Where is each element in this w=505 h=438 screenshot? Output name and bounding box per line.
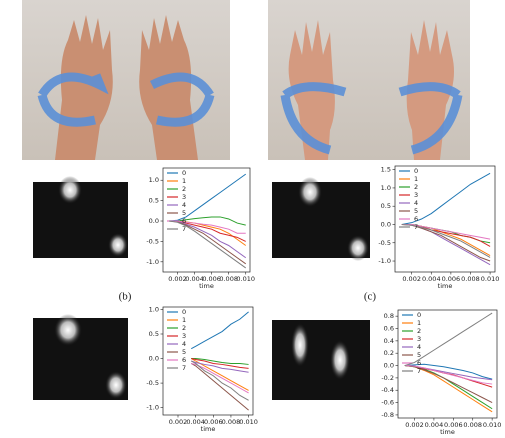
- x-tick-label: 0.002: [168, 275, 187, 283]
- legend-label: 2: [182, 324, 186, 332]
- x-tick-label: 0.010: [239, 418, 258, 426]
- legend-label: 4: [414, 199, 418, 207]
- legend-label: 4: [417, 343, 421, 351]
- legend-label: 0: [417, 311, 421, 319]
- series-line: [169, 221, 246, 264]
- legend-label: 4: [182, 340, 186, 348]
- y-tick-label: 1.0: [381, 184, 391, 192]
- x-tick-label: 0.010: [481, 275, 500, 283]
- y-tick-label: 1.0: [149, 305, 159, 313]
- y-tick-label: -0.4: [381, 386, 394, 394]
- x-tick-label: 0.008: [461, 275, 480, 283]
- y-tick-label: 0.2: [384, 349, 394, 357]
- x-axis-label: time: [438, 282, 453, 290]
- legend-label: 5: [414, 207, 418, 215]
- series-line: [191, 312, 248, 349]
- series-line: [191, 361, 248, 400]
- legend-label: 5: [417, 351, 421, 359]
- x-axis-label: time: [199, 282, 214, 290]
- x-tick-label: 0.002: [169, 418, 188, 426]
- y-tick-label: -1.0: [146, 258, 159, 266]
- caption: (c): [364, 291, 377, 303]
- photo-back-hands: [22, 0, 230, 160]
- x-tick-label: 0.010: [483, 421, 502, 429]
- y-tick-label: 0.0: [149, 355, 159, 363]
- legend-label: 1: [417, 319, 421, 327]
- x-tick-label: 0.008: [463, 421, 482, 429]
- y-tick-label: 0.5: [149, 197, 159, 205]
- y-tick-label: -0.6: [381, 399, 394, 407]
- photo-palm-hands: [268, 0, 470, 160]
- y-tick-label: 0.8: [384, 312, 394, 320]
- y-tick-label: 0.4: [384, 337, 394, 345]
- y-tick-label: -0.8: [381, 411, 394, 419]
- legend-label: 6: [414, 215, 418, 223]
- legend-label: 7: [182, 364, 186, 372]
- y-tick-label: -1.0: [146, 404, 159, 412]
- y-tick-label: 0.5: [149, 330, 159, 338]
- y-tick-label: -0.2: [381, 374, 394, 382]
- y-tick-label: 0.6: [384, 325, 394, 333]
- legend-label: 3: [182, 193, 186, 201]
- y-tick-label: -0.5: [378, 239, 391, 247]
- legend-label: 1: [182, 177, 186, 185]
- y-tick-label: -1.0: [378, 257, 391, 265]
- legend-label: 7: [414, 223, 418, 231]
- legend-label: 0: [414, 167, 418, 175]
- legend-label: 3: [417, 335, 421, 343]
- x-tick-label: 0.002: [402, 275, 421, 283]
- series-line: [169, 174, 246, 221]
- y-tick-label: 1.5: [381, 166, 391, 174]
- legend-label: 0: [182, 308, 186, 316]
- legend-label: 2: [182, 185, 186, 193]
- plot-frame: [163, 307, 253, 415]
- x-tick-label: 0.002: [405, 421, 424, 429]
- legend-label: 0: [182, 169, 186, 177]
- legend-label: 4: [182, 201, 186, 209]
- y-tick-label: -0.5: [146, 379, 159, 387]
- legend-label: 2: [417, 327, 421, 335]
- x-tick-label: 0.008: [222, 418, 241, 426]
- figure: (b) (c) -1.0-0.50.00.51.00.0020.0040.006…: [0, 0, 505, 438]
- x-axis-label: time: [440, 428, 455, 436]
- legend-label: 6: [182, 356, 186, 364]
- y-tick-label: 0.0: [381, 220, 391, 228]
- y-tick-label: 0.5: [381, 202, 391, 210]
- y-tick-label: -0.5: [146, 237, 159, 245]
- y-tick-label: 0.0: [384, 362, 394, 370]
- legend-label: 5: [182, 348, 186, 356]
- legend-label: 7: [182, 225, 186, 233]
- legend-label: 1: [414, 175, 418, 183]
- legend-label: 2: [414, 183, 418, 191]
- x-tick-label: 0.008: [219, 275, 238, 283]
- y-tick-label: 1.0: [149, 176, 159, 184]
- legend-label: 6: [182, 217, 186, 225]
- legend-label: 5: [182, 209, 186, 217]
- caption: (b): [119, 291, 132, 303]
- legend-label: 3: [414, 191, 418, 199]
- series-line: [169, 221, 246, 241]
- legend-label: 7: [417, 367, 421, 375]
- x-tick-label: 0.010: [236, 275, 255, 283]
- legend-label: 3: [182, 332, 186, 340]
- legend-label: 1: [182, 316, 186, 324]
- x-axis-label: time: [201, 425, 216, 433]
- y-tick-label: 0.0: [149, 217, 159, 225]
